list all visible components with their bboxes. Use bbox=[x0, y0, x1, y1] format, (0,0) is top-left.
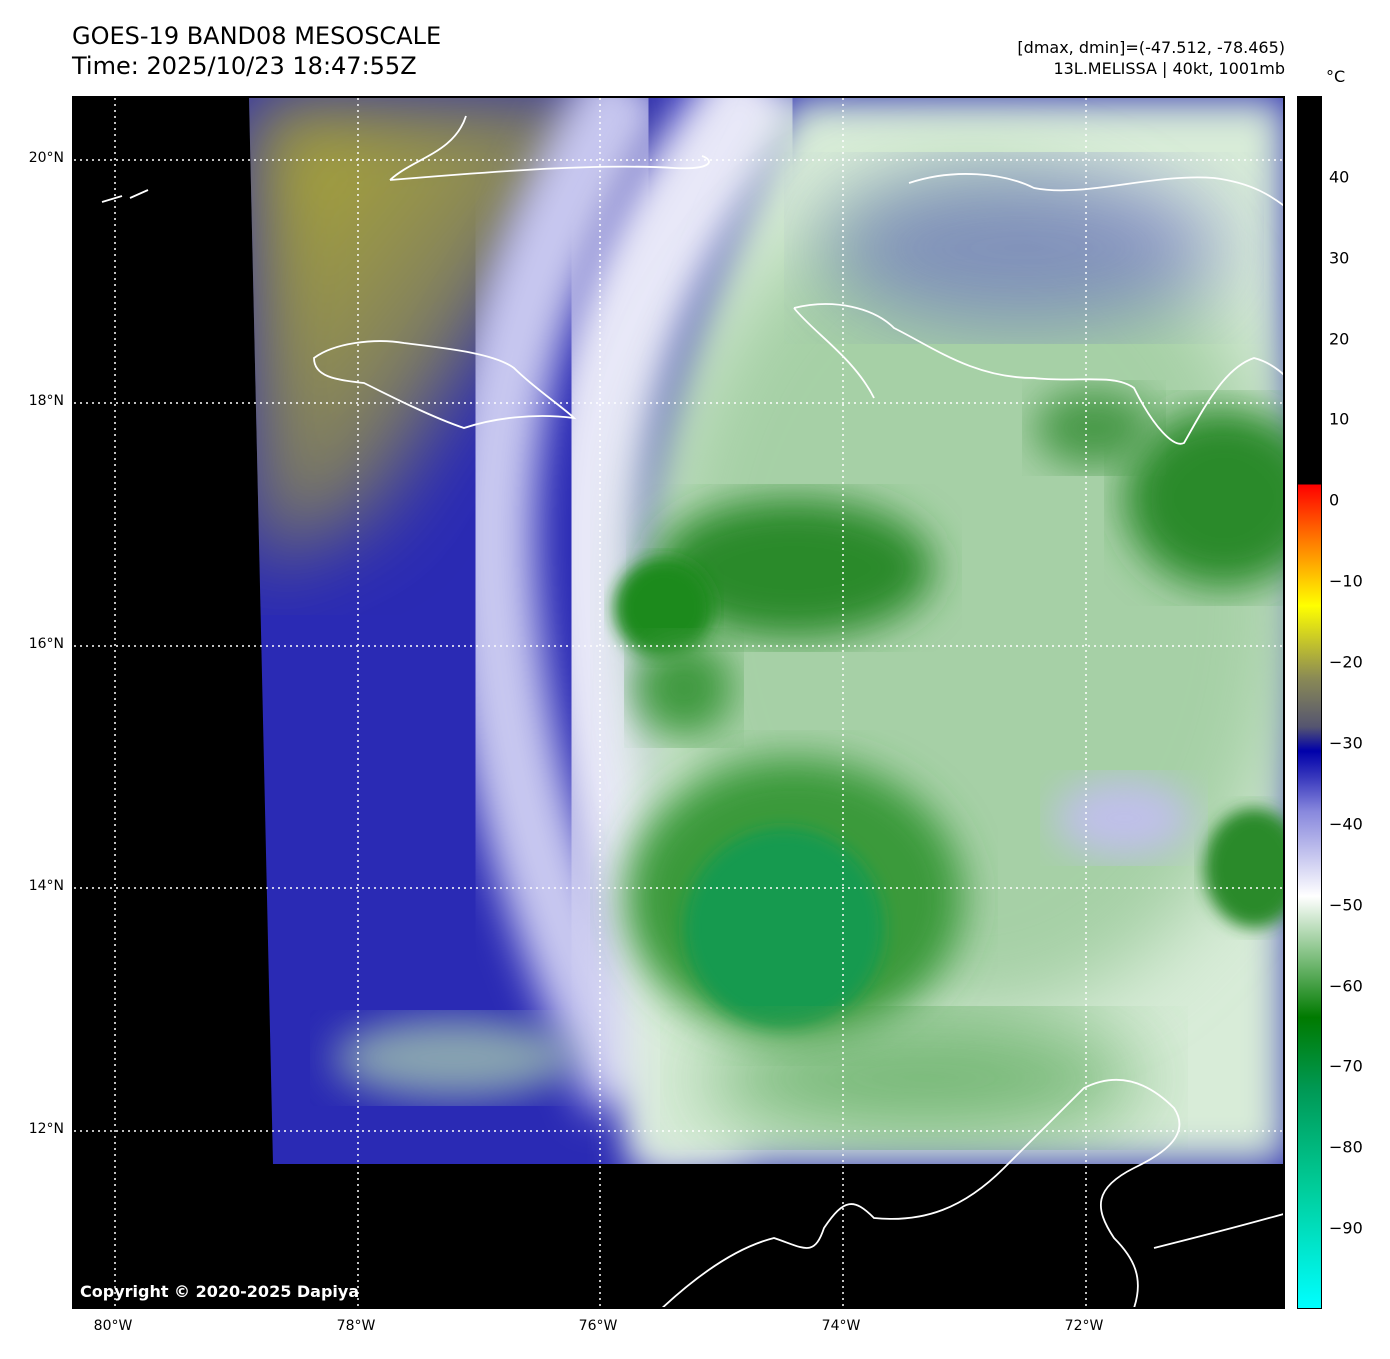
hispaniola-coastline bbox=[793, 173, 1283, 445]
lon-label: 72°W bbox=[1064, 1318, 1104, 1334]
colorbar-tick-label: 20 bbox=[1329, 329, 1350, 349]
lon-label: 78°W bbox=[336, 1318, 376, 1334]
lat-label: 20°N bbox=[28, 150, 64, 166]
south-america-coastline bbox=[662, 1078, 1283, 1307]
colorbar-tick-label: −80 bbox=[1329, 1137, 1363, 1157]
copyright-notice: Copyright © 2020-2025 Dapiya bbox=[80, 1282, 360, 1301]
lat-label: 12°N bbox=[28, 1121, 64, 1137]
temperature-colorbar bbox=[1297, 96, 1322, 1309]
lon-label: 76°W bbox=[578, 1318, 618, 1334]
colorbar-tick-label: −30 bbox=[1329, 733, 1363, 753]
colorbar-tick-label: −40 bbox=[1329, 814, 1363, 834]
data-range: [dmax, dmin]=(-47.512, -78.465) bbox=[1017, 38, 1285, 57]
jamaica-coastline bbox=[313, 340, 577, 429]
coastlines bbox=[101, 115, 1283, 1307]
colorbar-tick-label: −60 bbox=[1329, 976, 1363, 996]
cayman-islands-coastline bbox=[101, 189, 149, 203]
colorbar-tick-label: 30 bbox=[1329, 248, 1350, 268]
satellite-map: Copyright © 2020-2025 Dapiya bbox=[72, 96, 1285, 1309]
lon-label: 80°W bbox=[93, 1318, 133, 1334]
satellite-imagery bbox=[249, 98, 1283, 1164]
colorbar-tick-label: −20 bbox=[1329, 652, 1363, 672]
lat-label: 18°N bbox=[28, 393, 64, 409]
storm-info: 13L.MELISSA | 40kt, 1001mb bbox=[1053, 59, 1285, 78]
graticule bbox=[74, 98, 1283, 1307]
colorbar-tick-label: 0 bbox=[1329, 490, 1340, 510]
lat-label: 14°N bbox=[28, 878, 64, 894]
colorbar-tick-label: −70 bbox=[1329, 1056, 1363, 1076]
colorbar-tick-label: −90 bbox=[1329, 1218, 1363, 1238]
colorbar-tick-label: −50 bbox=[1329, 895, 1363, 915]
colorbar-tick-label: 10 bbox=[1329, 409, 1350, 429]
figure-title: GOES-19 BAND08 MESOSCALE bbox=[72, 22, 442, 50]
lat-label: 16°N bbox=[28, 636, 64, 652]
observation-time: Time: 2025/10/23 18:47:55Z bbox=[72, 52, 417, 80]
colorbar-unit: °C bbox=[1326, 67, 1346, 86]
colorbar-tick-label: −10 bbox=[1329, 571, 1363, 591]
lon-label: 74°W bbox=[821, 1318, 861, 1334]
cuba-coastline bbox=[389, 115, 710, 181]
colorbar-tick-label: 40 bbox=[1329, 167, 1350, 187]
